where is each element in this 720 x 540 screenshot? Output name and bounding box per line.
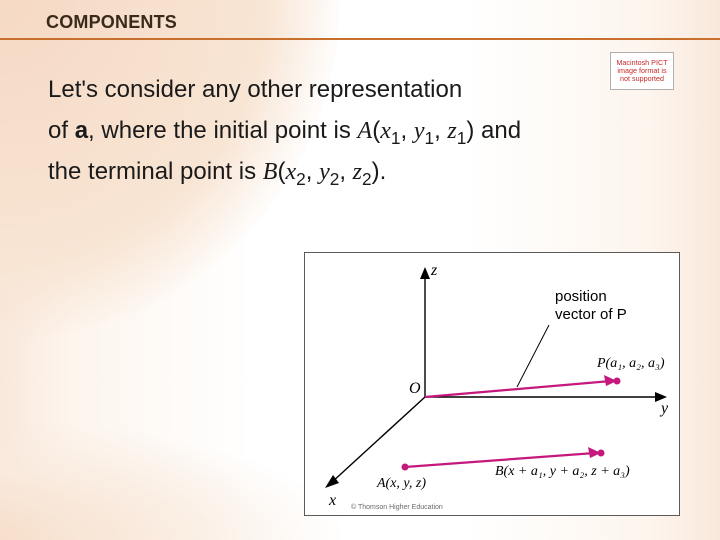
x2-sub: 2 [296, 168, 306, 188]
y1-sub: 1 [424, 128, 434, 148]
vector-op [425, 381, 611, 397]
anno-position-1: position [555, 288, 607, 305]
anno-a: A(x, y, z) [376, 476, 426, 491]
y2: y [319, 159, 330, 185]
z2: z [353, 159, 362, 185]
anno-p: P(a₁, a₂, a₃) [596, 356, 665, 371]
label-leader [517, 325, 549, 387]
text-line2-mid: , where the initial point is [88, 117, 357, 144]
background-footer-glow [0, 420, 340, 540]
text-line1: Let's consider any other representation [48, 76, 462, 103]
x1: x [380, 118, 391, 144]
x1-sub: 1 [391, 128, 401, 148]
y1: y [414, 118, 425, 144]
z1-sub: 1 [457, 128, 467, 148]
x2: x [285, 159, 296, 185]
point-B: B [263, 159, 278, 185]
point-a-dot [402, 464, 409, 471]
point-A: A [358, 118, 373, 144]
y2-sub: 2 [330, 168, 340, 188]
missing-image-text: Macintosh PICT image format is not suppo… [614, 59, 670, 84]
text-line3-end: ). [372, 158, 387, 185]
axis-x-line [331, 397, 425, 483]
slide-title: COMPONENTS [46, 12, 720, 33]
axis-z-arrow [420, 267, 430, 279]
header-underline [0, 38, 720, 40]
vector-a: a [75, 117, 88, 144]
header: COMPONENTS [0, 0, 720, 52]
figure-3d-axes: z y x O position vector of P P(a₁, a₂, a… [304, 252, 680, 516]
text-line2-end: ) and [466, 117, 521, 144]
text-of: of [48, 117, 75, 144]
z2-sub: 2 [362, 168, 372, 188]
anno-position-2: vector of P [555, 306, 627, 323]
paragraph: Let's consider any other representation … [48, 70, 672, 192]
missing-image-placeholder: Macintosh PICT image format is not suppo… [610, 52, 674, 90]
point-b-dot [598, 450, 605, 457]
label-z: z [430, 262, 438, 279]
anno-b: B(x + a₁, y + a₂, z + a₃) [495, 464, 630, 479]
label-y: y [659, 400, 669, 417]
figure-credit: © Thomson Higher Education [351, 503, 443, 511]
figure-svg: z y x O position vector of P P(a₁, a₂, a… [305, 253, 679, 515]
label-origin: O [409, 380, 421, 397]
text-line3-pre: the terminal point is [48, 158, 263, 185]
point-p-dot [614, 378, 621, 385]
label-x: x [328, 492, 336, 509]
z1: z [447, 118, 456, 144]
